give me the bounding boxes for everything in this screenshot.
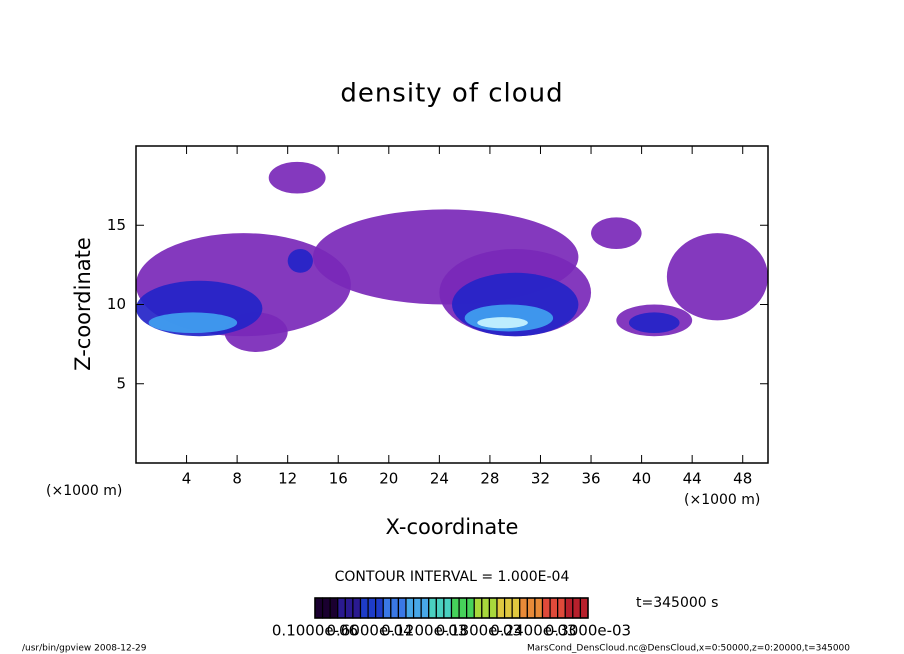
colorbar-cell [367,597,377,619]
colorbar-cell [321,597,331,619]
cloud-region [666,233,768,321]
colorbar-label: 0.1200e-03 [381,622,467,640]
x-tick-label: 36 [581,470,600,488]
colorbar-cell [405,597,415,619]
colorbar-cell [458,597,468,619]
chart-title: density of cloud [340,79,563,109]
colorbar-cell [488,597,498,619]
x-tick-label: 44 [683,470,702,488]
cloud-region [268,161,326,194]
colorbar-cell [541,597,551,619]
contour-interval: CONTOUR INTERVAL = 1.000E-04 [335,569,570,585]
colorbar-cell [450,597,460,619]
colorbar-label: 0.3000e-03 [545,622,631,640]
colorbar-cell [526,597,536,619]
x-tick-label: 28 [480,470,499,488]
colorbar-cell [466,597,475,619]
y-axis-label: Z-coordinate [71,237,95,371]
colorbar-cell [428,597,437,619]
colorbar-cell [572,597,582,619]
colorbar-frame [314,597,589,619]
x-tick-label: 32 [531,470,550,488]
x-tick-label: 12 [278,470,297,488]
colorbar-cell [344,597,354,619]
cloud-region [477,317,528,329]
colorbar-cell [390,597,400,619]
colorbar-label: 0.2400e-03 [490,622,576,640]
cloud-region [148,312,238,334]
colorbar-cell [549,597,559,619]
x-tick-label: 4 [182,470,192,488]
y-tick-label: 5 [116,374,126,392]
colorbar-cell [420,597,430,619]
colorbar-cell [375,597,384,619]
footer-left: /usr/bin/gpview 2008-12-29 [22,644,147,654]
colorbar-cell [435,597,445,619]
colorbar-label: 0.6000e-04 [326,622,412,640]
colorbar-label: 0.1000e-06 [272,622,358,640]
x-tick-label: 24 [430,470,449,488]
footer-right: MarsCond_DensCloud.nc@DensCloud,x=0:5000… [527,644,850,654]
colorbar-cell [337,597,346,619]
colorbar-cell [557,597,566,619]
colorbar-cell [564,597,574,619]
time-label: t=345000 s [636,595,718,611]
y-unit: (×1000 m) [46,483,122,499]
x-tick-label: 48 [733,470,752,488]
x-tick-label: 16 [329,470,348,488]
colorbar-cell [503,597,513,619]
cloud-region [628,312,680,334]
colorbar-cell [511,597,521,619]
colorbar-cell [314,597,324,619]
x-tick-label: 40 [632,470,651,488]
contour-field [136,161,768,353]
x-axis-label: X-coordinate [386,515,519,539]
colorbar-cell [496,597,506,619]
colorbar-cell [519,597,528,619]
y-tick-label: 10 [107,295,126,313]
cloud-region [287,249,313,273]
colorbar-cell [359,597,369,619]
x-unit: (×1000 m) [684,492,760,508]
y-tick-label: 15 [107,216,126,234]
colorbar-cell [382,597,392,619]
colorbar-cell [443,597,453,619]
cloud-region [591,217,642,250]
colorbar-cell [579,597,589,619]
colorbar-cell [473,597,483,619]
colorbar-label: 0.1800e-03 [436,622,522,640]
colorbar-cell [534,597,544,619]
x-tick-label: 8 [232,470,242,488]
colorbar-cell [352,597,362,619]
colorbar-cell [412,597,422,619]
x-tick-label: 20 [379,470,398,488]
colorbar-cell [481,597,491,619]
colorbar-cell [329,597,339,619]
colorbar-cell [397,597,407,619]
